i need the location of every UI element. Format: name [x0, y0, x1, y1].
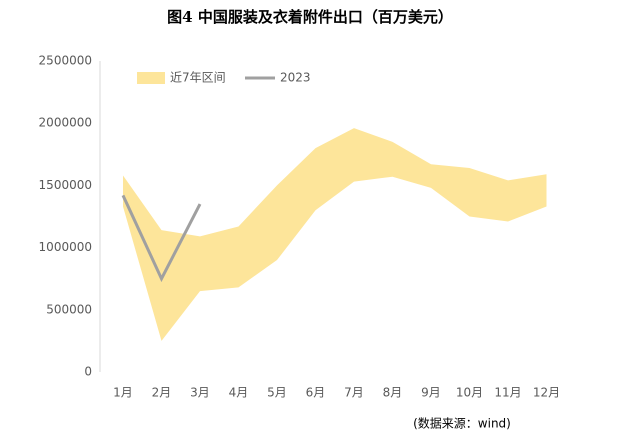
x-tick-label: 1月 — [113, 386, 133, 400]
y-tick-label: 1500000 — [39, 178, 92, 192]
x-tick-label: 7月 — [344, 386, 364, 400]
x-tick-label: 6月 — [306, 386, 326, 400]
chart-title: 图4 中国服装及衣着附件出口（百万美元） — [167, 8, 453, 26]
legend-swatch — [137, 72, 165, 84]
y-tick-label: 0 — [84, 365, 92, 379]
x-tick-label: 2月 — [152, 386, 172, 400]
x-tick-label: 9月 — [421, 386, 441, 400]
x-tick-label: 3月 — [190, 386, 210, 400]
y-tick-label: 2000000 — [39, 116, 92, 130]
x-tick-label: 8月 — [383, 386, 403, 400]
line — [121, 194, 202, 283]
source-note: (数据来源：wind) — [413, 416, 511, 431]
x-tick-label: 10月 — [456, 386, 483, 400]
x-tick-label: 12月 — [533, 386, 560, 400]
legend-label: 2023 — [280, 71, 311, 85]
range-band — [123, 128, 547, 341]
y-tick-label: 500000 — [46, 302, 92, 316]
y-tick-label: 2500000 — [39, 54, 92, 68]
x-tick-label: 4月 — [229, 386, 249, 400]
legend-label: 近7年区间 — [170, 71, 226, 85]
x-tick-label: 11月 — [494, 386, 521, 400]
y-tick-label: 1000000 — [39, 240, 92, 254]
x-tick-label: 5月 — [267, 386, 287, 400]
